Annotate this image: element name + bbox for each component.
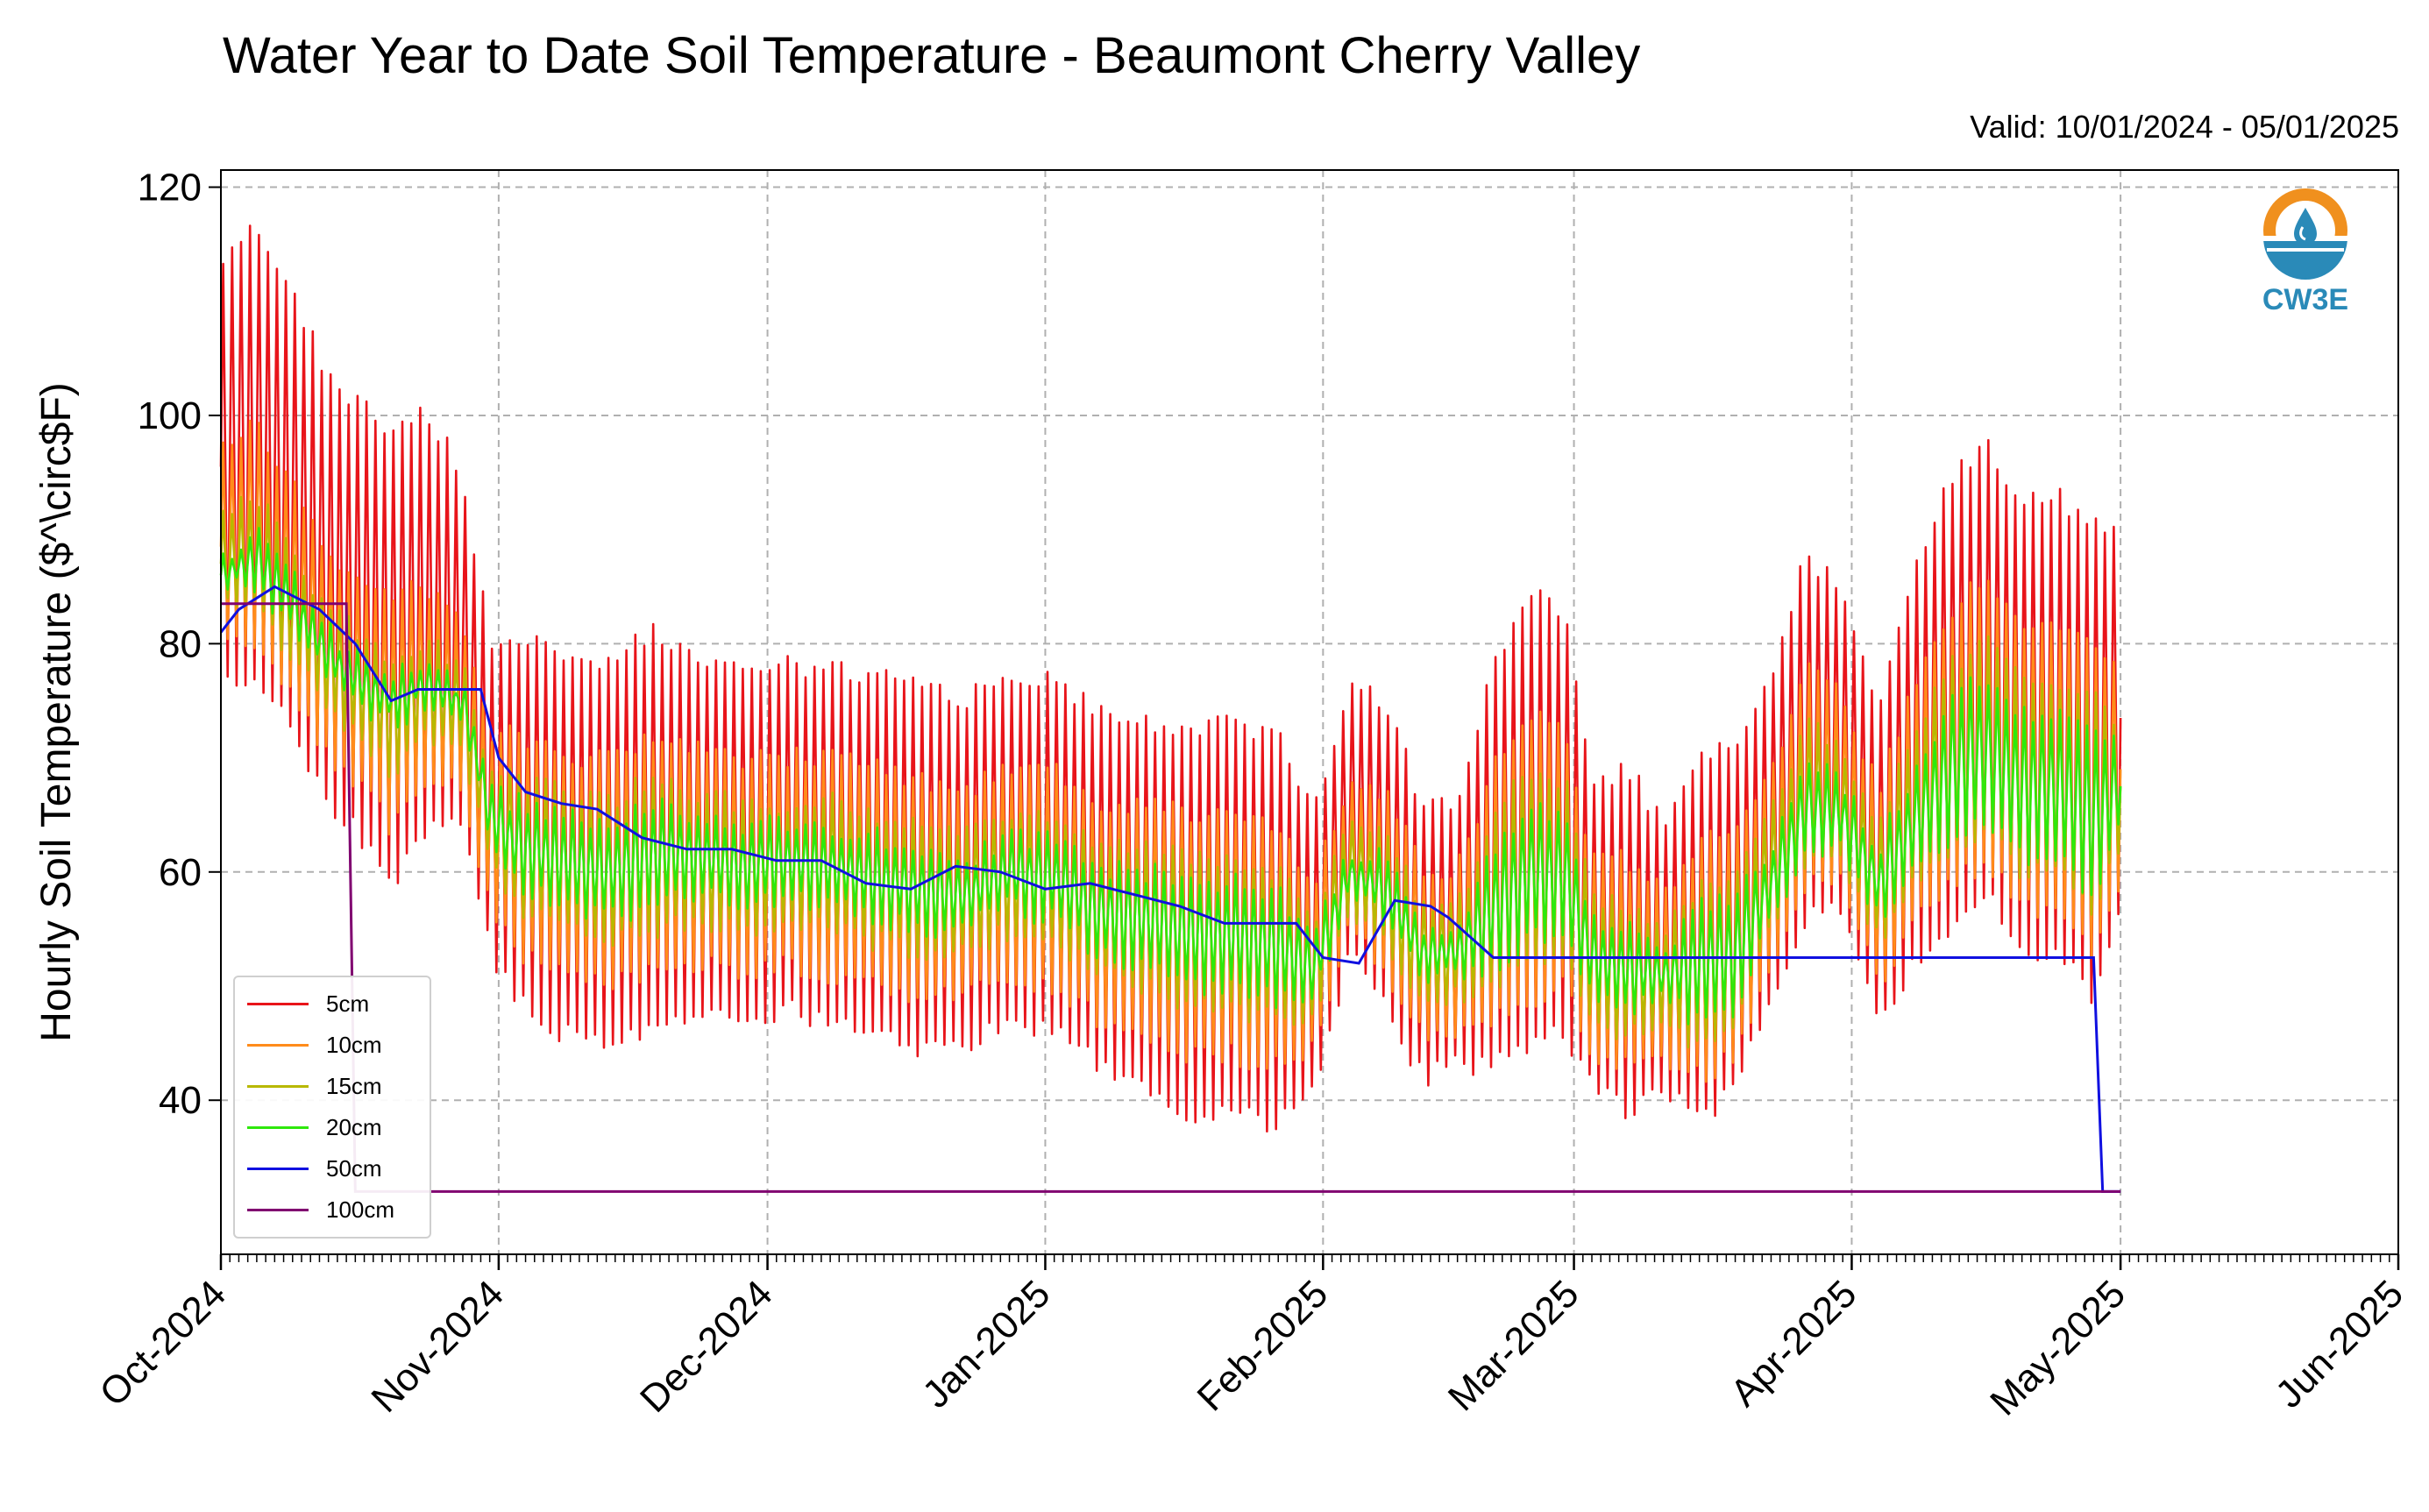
valid-date-range: Valid: 10/01/2024 - 05/01/2025: [1970, 109, 2399, 145]
legend-label: 5cm: [326, 990, 370, 1017]
legend-swatch: [247, 1084, 309, 1088]
legend-swatch: [247, 1167, 309, 1170]
legend-label: 10cm: [326, 1031, 382, 1058]
legend-item-5cm: 5cm: [247, 988, 369, 1019]
y-tick-label: 100: [138, 394, 202, 437]
logo-text: CW3E: [2262, 283, 2349, 316]
y-tick-label: 60: [159, 851, 202, 894]
y-tick-label: 80: [159, 622, 202, 665]
series-line-5cm: [219, 224, 2122, 1132]
legend-item-20cm: 20cm: [247, 1111, 382, 1143]
legend: 5cm 10cm 15cm 20cm 50cm 100cm: [233, 976, 431, 1239]
plot-frame: [220, 169, 2399, 1255]
y-tick-label: 40: [159, 1079, 202, 1122]
legend-swatch: [247, 1125, 309, 1129]
legend-swatch: [247, 1002, 309, 1005]
legend-label: 100cm: [326, 1196, 395, 1223]
x-tick-label: Dec-2024: [632, 1272, 781, 1421]
x-tick-label: Nov-2024: [363, 1272, 512, 1421]
cw3e-logo: CW3E: [2253, 180, 2358, 320]
x-tick-label: Jan-2025: [914, 1272, 1058, 1416]
chart-title: Water Year to Date Soil Temperature - Be…: [223, 27, 1641, 84]
legend-label: 20cm: [326, 1113, 382, 1140]
water-drop-sun-logo-icon: [2263, 188, 2347, 280]
legend-label: 50cm: [326, 1154, 382, 1182]
x-tick-label: Oct-2024: [91, 1272, 234, 1415]
series-lines: [219, 224, 2122, 1193]
series-line-50cm: [219, 585, 2121, 1193]
y-tick-label: 120: [138, 167, 202, 209]
series-line-20cm: [219, 527, 2122, 1026]
x-tick-label: Mar-2025: [1440, 1272, 1587, 1419]
legend-item-15cm: 15cm: [247, 1070, 382, 1102]
legend-label: 15cm: [326, 1072, 382, 1099]
legend-item-10cm: 10cm: [247, 1029, 382, 1061]
legend-swatch: [247, 1208, 309, 1211]
series-line-100cm: [221, 602, 2121, 1193]
x-tick-label: Apr-2025: [1722, 1272, 1865, 1415]
x-tick-label: May-2025: [1982, 1272, 2134, 1423]
legend-swatch: [247, 1043, 309, 1047]
legend-item-50cm: 50cm: [247, 1153, 382, 1184]
x-tick-label: Jun-2025: [2268, 1272, 2411, 1416]
x-tick-label: Feb-2025: [1190, 1272, 1337, 1419]
y-axis-label: Hourly Soil Temperature ($^\circ$F): [33, 382, 80, 1042]
legend-item-100cm: 100cm: [247, 1194, 394, 1225]
